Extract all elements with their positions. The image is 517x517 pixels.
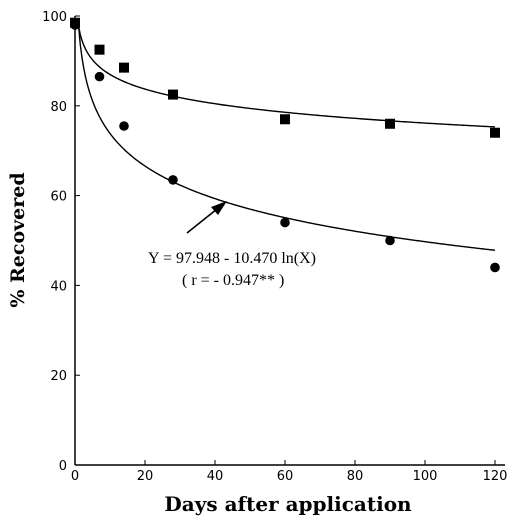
x-tick-label: 60 [277,469,294,484]
y-tick-label: 20 [50,369,67,384]
fit-r-value: ( r = - 0.947** ) [182,272,284,289]
circle-point [94,71,105,82]
circle-point [119,121,129,131]
y-tick-label: 40 [50,279,67,294]
x-tick-label: 20 [137,469,154,484]
square-point [490,127,500,138]
y-tick-label: 100 [42,10,67,25]
circle-point [168,175,178,185]
fit-curve-square [77,25,496,128]
square-point [280,114,290,125]
y-tick-label: 60 [50,190,67,205]
fit-curves [77,25,496,251]
axis-ticks: 0 20 40 60 80 100 120 0 20 40 60 80 100 [42,10,507,484]
x-tick-label: 80 [347,469,364,484]
circle-point [70,20,80,30]
circle-point [280,217,290,228]
circle-point [490,262,500,273]
fit-equation: Y = 97.948 - 10.470 ln(X) [148,250,316,267]
x-axis-title: Days after application [164,492,412,516]
square-point [385,118,395,129]
y-tick-label: 80 [50,100,67,115]
square-point [119,62,129,73]
square-point [168,89,178,100]
x-tick-label: 100 [413,469,438,484]
x-tick-label: 120 [483,469,508,484]
data-points [70,17,500,273]
circle-point [385,235,395,246]
annotation-arrowhead [211,201,227,215]
y-axis-title: % Recovered [7,172,29,307]
y-tick-label: 0 [59,459,67,474]
x-tick-label: 0 [71,469,79,484]
x-tick-label: 40 [207,469,224,484]
fit-curve-circle [77,25,496,251]
square-point [94,44,105,55]
